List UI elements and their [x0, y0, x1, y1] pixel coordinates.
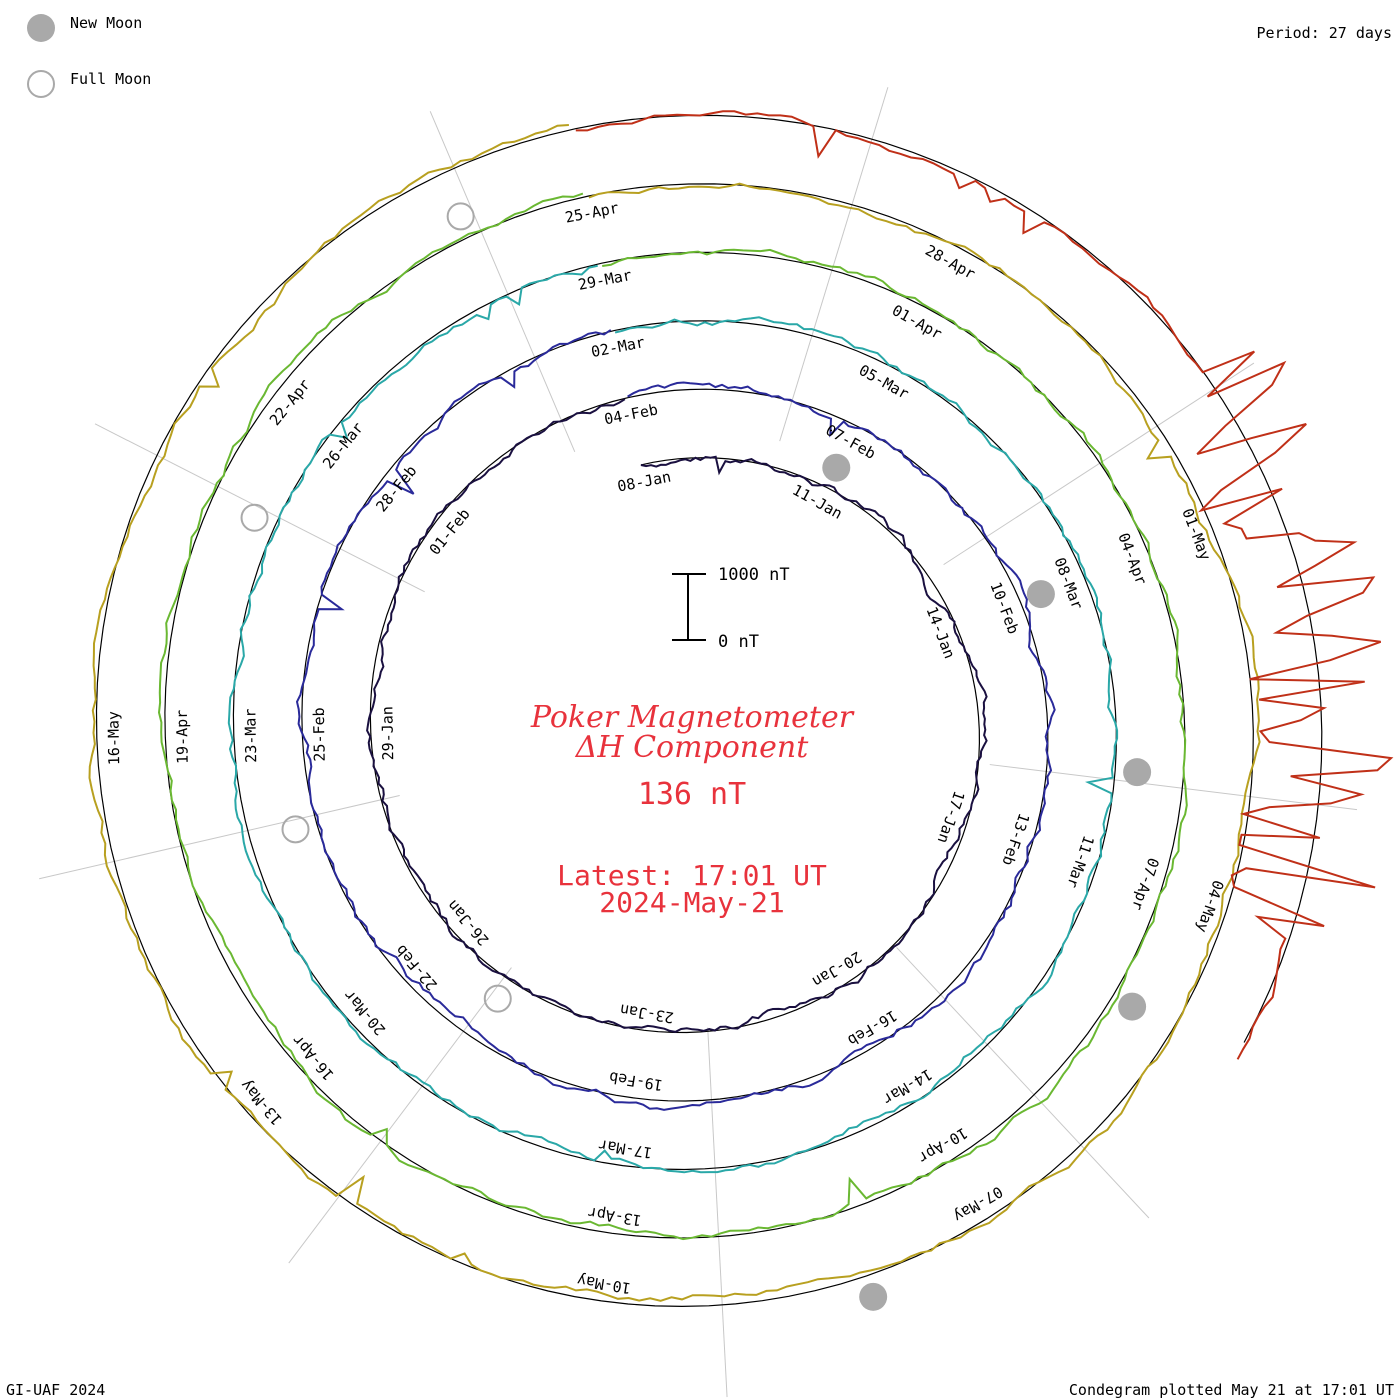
date-label: 19-Feb [608, 1068, 664, 1094]
footer-plotted: Condegram plotted May 21 at 17:01 UT [1069, 1381, 1394, 1399]
date-label: 14-Jan [922, 604, 958, 661]
date-label: 23-Jan [619, 1000, 675, 1026]
trace-turn-1 [366, 398, 988, 1033]
radial-spoke [429, 111, 576, 453]
trace-turn-3 [227, 264, 1119, 1174]
chart-subtitle: ΔH Component [575, 730, 809, 765]
full-moon-marker [483, 984, 512, 1013]
period-label: Period: 27 days [1257, 24, 1392, 42]
date-label: 28-Apr [922, 241, 978, 283]
new-moon-marker [1118, 992, 1147, 1021]
current-value: 136 nT [638, 777, 746, 812]
radial-spoke [39, 794, 400, 880]
date-label: 02-Mar [590, 333, 647, 361]
date-label: 17-Jan [934, 789, 969, 846]
date-label: 01-May [1178, 506, 1214, 563]
date-label: 20-Jan [809, 948, 865, 991]
full-moon-marker [446, 202, 475, 231]
new-moon-marker [822, 453, 851, 482]
radial-spoke [94, 423, 425, 593]
scale-bottom-label: 0 nT [718, 632, 759, 652]
chart-title: Poker Magnetometer [530, 700, 855, 735]
footer-credit: GI-UAF 2024 [6, 1381, 105, 1399]
date-label: 11-Jan [789, 481, 845, 523]
date-label: 10-May [576, 1271, 632, 1297]
date-label: 10-Feb [986, 579, 1022, 636]
radial-spoke [288, 967, 512, 1264]
new-moon-marker [1026, 580, 1055, 609]
date-label: 22-Apr [266, 376, 314, 429]
baseline-spiral-path [95, 114, 1323, 1308]
date-label: 08-Jan [616, 468, 673, 496]
date-label: 23-Mar [241, 708, 260, 762]
date-label: 22-Feb [392, 941, 441, 994]
radial-spoke [707, 1027, 728, 1398]
new-moon-marker [859, 1282, 888, 1311]
date-label: 20-Mar [340, 986, 389, 1039]
radial-spoke [896, 947, 1150, 1219]
full-moon-marker [240, 503, 269, 532]
date-label: 07-May [950, 1182, 1006, 1225]
date-label: 25-Feb [310, 707, 329, 761]
date-label: 01-Feb [426, 505, 474, 558]
date-label: 26-Jan [444, 896, 493, 949]
date-label: 01-Apr [889, 301, 945, 343]
date-label: 10-Apr [915, 1124, 971, 1167]
baseline-spiral [95, 114, 1323, 1308]
moon-markers [240, 202, 1152, 1311]
full-moon-marker [281, 815, 310, 844]
full-moon-legend-label: Full Moon [70, 70, 151, 88]
date-label: 16-Apr [288, 1031, 337, 1084]
latest-time: Latest: 17:01 UT [557, 859, 827, 892]
trace-turn-4 [157, 192, 1188, 1241]
date-label: 16-May [104, 711, 123, 765]
date-label: 11-Mar [1063, 833, 1098, 890]
trace-turn-2 [295, 329, 1056, 1111]
latest-date: 2024-May-21 [599, 886, 784, 919]
trace-turn-5 [88, 124, 1261, 1302]
scale-top-label: 1000 nT [718, 565, 790, 585]
date-label: 17-Mar [597, 1136, 653, 1162]
radial-spoke [779, 87, 889, 442]
trace-turn-6 [575, 110, 1394, 1060]
date-label: 05-Mar [856, 361, 912, 403]
radial-spokes [39, 87, 1358, 1398]
full-moon-legend-icon [27, 70, 55, 98]
date-label: 14-Mar [880, 1065, 936, 1108]
radial-spoke [943, 362, 1255, 566]
date-label: 25-Apr [564, 199, 621, 227]
new-moon-legend-icon [27, 14, 55, 42]
date-label: 13-Apr [586, 1203, 642, 1229]
new-moon-marker [1123, 758, 1152, 787]
date-label: 29-Jan [378, 706, 397, 760]
new-moon-legend-label: New Moon [70, 14, 142, 32]
data-traces [88, 110, 1394, 1302]
date-label: 19-Apr [173, 710, 192, 764]
date-label: 13-May [237, 1076, 286, 1129]
